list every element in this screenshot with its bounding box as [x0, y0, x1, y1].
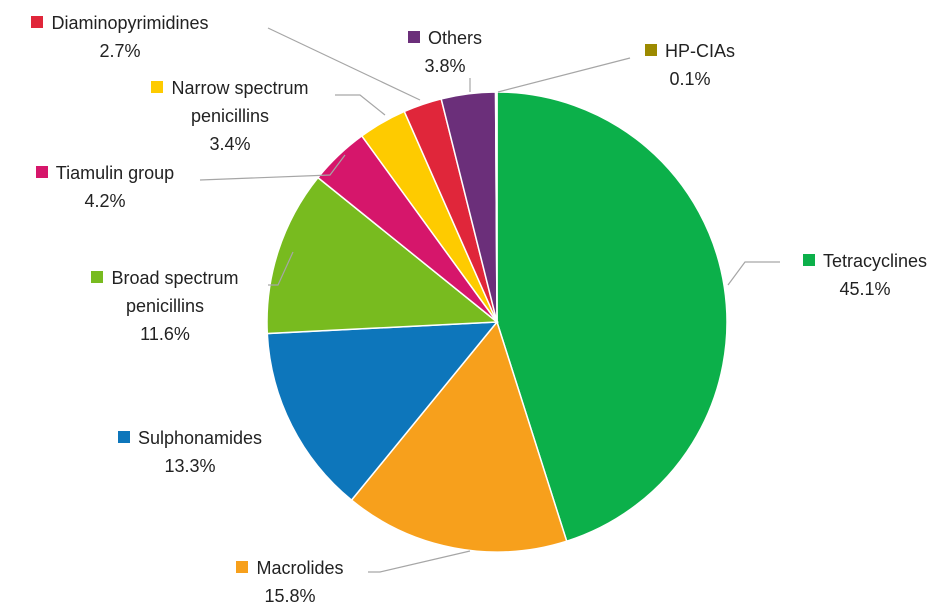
- leader-line: [335, 95, 385, 115]
- label-name-line: Others: [380, 24, 510, 52]
- category-name: Others: [428, 28, 482, 48]
- legend-swatch: [408, 31, 420, 43]
- category-name: Tetracyclines: [823, 251, 927, 271]
- legend-swatch: [151, 81, 163, 93]
- value-label: 3.8%: [380, 52, 510, 80]
- value-label: 3.4%: [125, 130, 335, 158]
- label-name-line: Tiamulin group: [5, 159, 205, 187]
- label-name-line: Tetracyclines: [783, 247, 947, 275]
- legend-swatch: [645, 44, 657, 56]
- category-name: HP-CIAs: [665, 41, 735, 61]
- slice-label: Others 3.8%: [380, 24, 510, 80]
- category-name: Narrow spectrum penicillins: [171, 78, 308, 126]
- legend-swatch: [36, 166, 48, 178]
- value-label: 15.8%: [210, 582, 370, 610]
- legend-swatch: [803, 254, 815, 266]
- legend-swatch: [118, 431, 130, 443]
- leader-line: [368, 551, 470, 572]
- category-name: Macrolides: [256, 558, 343, 578]
- value-label: 11.6%: [60, 320, 270, 348]
- leader-line: [498, 58, 630, 92]
- category-name: Tiamulin group: [56, 163, 174, 183]
- legend-swatch: [91, 271, 103, 283]
- label-name-line: Sulphonamides: [90, 424, 290, 452]
- slice-label: Narrow spectrum penicillins 3.4%: [125, 74, 335, 158]
- slice-label: Sulphonamides 13.3%: [90, 424, 290, 480]
- label-name-line: Narrow spectrum penicillins: [125, 74, 335, 130]
- value-label: 4.2%: [5, 187, 205, 215]
- slice-label: Tetracyclines 45.1%: [783, 247, 947, 303]
- legend-swatch: [31, 16, 43, 28]
- label-name-line: Diaminopyrimidines: [0, 9, 240, 37]
- slice-label: Tiamulin group 4.2%: [5, 159, 205, 215]
- value-label: 0.1%: [620, 65, 760, 93]
- category-name: Sulphonamides: [138, 428, 262, 448]
- label-name-line: Macrolides: [210, 554, 370, 582]
- legend-swatch: [236, 561, 248, 573]
- category-name: Broad spectrum penicillins: [111, 268, 238, 316]
- value-label: 45.1%: [783, 275, 947, 303]
- category-name: Diaminopyrimidines: [51, 13, 208, 33]
- label-name-line: Broad spectrum penicillins: [60, 264, 270, 320]
- slice-label: Macrolides 15.8%: [210, 554, 370, 610]
- value-label: 13.3%: [90, 452, 290, 480]
- value-label: 2.7%: [0, 37, 240, 65]
- slice-label: Diaminopyrimidines 2.7%: [0, 9, 240, 65]
- slice-label: Broad spectrum penicillins 11.6%: [60, 264, 270, 348]
- label-name-line: HP-CIAs: [620, 37, 760, 65]
- slice-label: HP-CIAs 0.1%: [620, 37, 760, 93]
- leader-line: [728, 262, 780, 285]
